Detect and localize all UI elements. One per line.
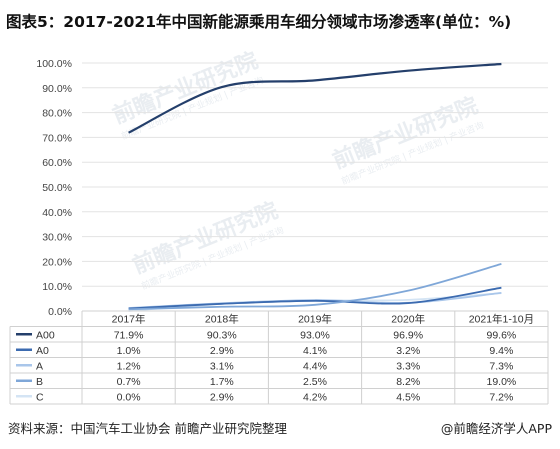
data-label-c: 7.2% bbox=[489, 391, 513, 403]
y-tick-label: 100.0% bbox=[36, 58, 72, 70]
line-chart: 0.0% 10.0% 20.0% 30.0% 40.0% 50.0% 60.0% 70.0% 8… bbox=[9, 58, 549, 405]
y-tick-label: 40.0% bbox=[42, 207, 72, 219]
y-tick-label: 60.0% bbox=[42, 157, 72, 169]
data-label-a0: 4.1% bbox=[303, 345, 327, 357]
series-line-a00 bbox=[128, 62, 502, 134]
legend-label-a: A bbox=[36, 360, 43, 372]
x-category-label: 2020年 bbox=[391, 313, 425, 326]
data-label-a00: 93.0% bbox=[300, 329, 330, 341]
y-tick-label: 0.0% bbox=[48, 306, 72, 318]
data-label-a00: 71.9% bbox=[114, 329, 144, 341]
data-label-c: 4.5% bbox=[396, 391, 420, 403]
data-label-a00: 99.6% bbox=[487, 329, 517, 341]
chart-title: 图表5：2017-2021年中国新能源乘用车细分领域市场渗透率(单位：%) bbox=[6, 13, 512, 31]
data-label-a: 3.1% bbox=[210, 360, 234, 372]
x-category-label: 2019年 bbox=[298, 313, 332, 326]
x-category-label: 2017年 bbox=[112, 313, 146, 326]
data-label-a: 4.4% bbox=[303, 360, 327, 372]
legend-label-a0: A0 bbox=[36, 345, 49, 357]
data-label-a00: 96.9% bbox=[393, 329, 423, 341]
data-label-a0: 1.0% bbox=[117, 345, 141, 357]
data-label-c: 0.0% bbox=[117, 391, 141, 403]
source-note: 资料来源：中国汽车工业协会 前瞻产业研究院整理 bbox=[8, 421, 287, 436]
data-label-b: 19.0% bbox=[487, 376, 517, 388]
y-tick-label: 90.0% bbox=[42, 83, 72, 95]
x-category-label: 2018年 bbox=[205, 313, 239, 326]
data-label-c: 2.9% bbox=[210, 391, 234, 403]
data-label-a: 1.2% bbox=[117, 360, 141, 372]
data-label-a0: 9.4% bbox=[489, 345, 513, 357]
y-tick-label: 70.0% bbox=[42, 132, 72, 144]
data-label-b: 1.7% bbox=[210, 376, 234, 388]
y-tick-label: 80.0% bbox=[42, 108, 72, 120]
x-category-label: 2021年1-10月 bbox=[469, 313, 534, 326]
data-label-a00: 90.3% bbox=[207, 329, 237, 341]
data-label-c: 4.2% bbox=[303, 391, 327, 403]
y-tick-label: 20.0% bbox=[42, 256, 72, 268]
data-label-b: 0.7% bbox=[117, 376, 141, 388]
data-label-b: 2.5% bbox=[303, 376, 327, 388]
legend-label-b: B bbox=[36, 376, 43, 388]
y-tick-label: 10.0% bbox=[42, 281, 72, 293]
data-label-a: 3.3% bbox=[396, 360, 420, 372]
data-label-a0: 3.2% bbox=[396, 345, 420, 357]
data-label-a0: 2.9% bbox=[210, 345, 234, 357]
data-label-b: 8.2% bbox=[396, 376, 420, 388]
y-tick-label: 30.0% bbox=[42, 232, 72, 244]
brand-label: @前瞻经济学人APP bbox=[440, 421, 552, 436]
data-label-a: 7.3% bbox=[489, 360, 513, 372]
y-tick-label: 50.0% bbox=[42, 182, 72, 194]
legend-label-a00: A00 bbox=[36, 329, 55, 341]
legend-label-c: C bbox=[36, 391, 44, 403]
